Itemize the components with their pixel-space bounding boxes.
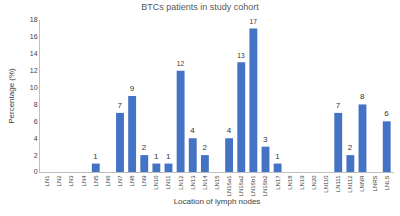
svg-text:LN20: LN20 [311, 175, 317, 190]
svg-text:LN3: LN3 [68, 175, 74, 187]
svg-text:LN111: LN111 [335, 175, 341, 192]
svg-text:1: 1 [154, 152, 159, 161]
svg-text:BTCs patients in study cohort: BTCs patients in study cohort [141, 2, 259, 12]
svg-text:LN16a2: LN16a2 [238, 175, 244, 197]
svg-text:Percentage (%): Percentage (%) [7, 68, 16, 124]
svg-text:LN5: LN5 [93, 175, 99, 187]
svg-text:1: 1 [275, 152, 280, 161]
svg-text:LN11: LN11 [165, 175, 171, 190]
svg-text:3: 3 [263, 135, 268, 144]
svg-text:17: 17 [249, 18, 257, 25]
svg-text:LN10: LN10 [153, 175, 159, 190]
svg-text:LN14: LN14 [202, 175, 208, 190]
svg-text:1: 1 [93, 152, 98, 161]
svg-text:7: 7 [336, 101, 341, 110]
svg-text:LN8: LN8 [129, 175, 135, 187]
svg-text:LN110: LN110 [323, 175, 329, 193]
svg-text:1: 1 [166, 152, 171, 161]
svg-text:LN16b1: LN16b1 [250, 175, 256, 197]
svg-text:LN18: LN18 [287, 175, 293, 190]
svg-text:LN1: LN1 [44, 175, 50, 187]
svg-text:LN15: LN15 [214, 175, 220, 190]
svg-text:Location of lymph nodes: Location of lymph nodes [174, 197, 261, 206]
svg-text:10: 10 [30, 84, 38, 91]
svg-text:16: 16 [30, 33, 38, 40]
svg-text:12: 12 [30, 67, 38, 74]
svg-text:LN7: LN7 [117, 175, 123, 187]
svg-text:4: 4 [34, 135, 38, 142]
svg-text:LN16b2: LN16b2 [262, 175, 268, 197]
svg-text:LN17: LN17 [275, 175, 281, 190]
svg-text:8: 8 [34, 101, 38, 108]
svg-text:2: 2 [142, 143, 147, 152]
svg-text:LN12: LN12 [178, 175, 184, 190]
svg-text:4: 4 [190, 126, 195, 135]
svg-text:LN4: LN4 [81, 175, 87, 187]
svg-text:2: 2 [348, 143, 353, 152]
svg-text:LNRS: LNRS [372, 175, 378, 191]
svg-text:13: 13 [237, 52, 245, 59]
svg-text:LN13: LN13 [190, 175, 196, 190]
svg-text:LN19: LN19 [299, 175, 305, 190]
svg-text:0: 0 [34, 168, 38, 175]
svg-text:12: 12 [177, 60, 185, 67]
svg-text:6: 6 [384, 109, 389, 118]
svg-text:6: 6 [34, 118, 38, 125]
svg-text:LN16a1: LN16a1 [226, 175, 232, 197]
svg-text:2: 2 [34, 152, 38, 159]
svg-text:14: 14 [30, 50, 38, 57]
svg-text:LNLS: LNLS [384, 175, 390, 190]
svg-text:9: 9 [130, 84, 135, 93]
svg-text:4: 4 [227, 126, 232, 135]
svg-text:2: 2 [202, 143, 207, 152]
svg-text:LN112: LN112 [347, 175, 353, 193]
svg-text:LNNR: LNNR [359, 175, 365, 192]
svg-text:LN9: LN9 [141, 175, 147, 187]
svg-text:LN6: LN6 [105, 175, 111, 187]
svg-text:LN2: LN2 [56, 175, 62, 187]
svg-text:18: 18 [30, 16, 38, 23]
svg-text:8: 8 [360, 92, 365, 101]
svg-text:7: 7 [118, 101, 123, 110]
